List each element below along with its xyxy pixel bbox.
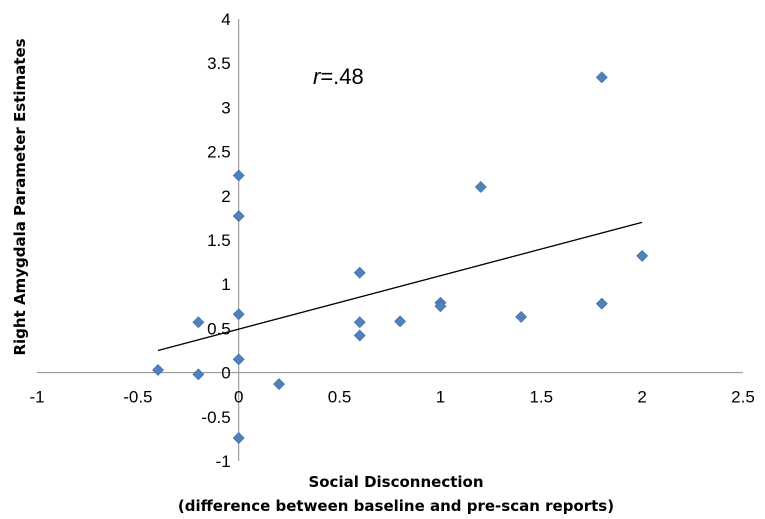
x-tick-label: -0.5 <box>123 388 152 407</box>
y-tick-label: -1 <box>216 452 231 471</box>
data-point <box>192 316 205 329</box>
data-point <box>232 308 245 321</box>
y-tick-label: 3.5 <box>207 54 231 73</box>
data-point <box>232 210 245 223</box>
data-point <box>515 310 528 323</box>
y-axis-title: Right Amygdala Parameter Estimates <box>11 38 29 355</box>
data-point <box>353 316 366 329</box>
data-point <box>636 249 649 262</box>
axes <box>37 19 743 461</box>
data-point <box>273 378 285 391</box>
data-point <box>595 71 608 84</box>
data-point <box>152 364 164 376</box>
x-tick-label: 0 <box>234 388 243 407</box>
y-tick-label: 2 <box>221 187 230 206</box>
x-axis-title: Social Disconnection <box>308 473 483 491</box>
data-point <box>474 181 487 193</box>
data-points <box>152 71 649 444</box>
data-point <box>232 432 245 444</box>
y-tick-label: 1.5 <box>207 231 231 250</box>
tick-labels: -1-0.500.511.522.533.54-1 -0.5 0 0.5 1 1.5 2 2.… <box>29 10 754 471</box>
y-tick-label: 0.5 <box>207 319 231 338</box>
y-tick-label: 4 <box>221 10 230 29</box>
y-tick-label: 1 <box>221 275 230 294</box>
data-point <box>595 297 608 310</box>
data-point <box>232 169 245 182</box>
y-tick-label: -0.5 <box>201 408 230 427</box>
trendline <box>157 221 643 352</box>
x-axis-subtitle: (difference between baseline and pre-sca… <box>178 497 614 515</box>
trendline-group <box>157 221 643 352</box>
x-tick-label: 1 <box>436 388 445 407</box>
r-value: =.48 <box>320 64 363 89</box>
data-point <box>232 353 245 366</box>
data-point <box>434 300 447 313</box>
x-tick-label: 1.5 <box>529 388 553 407</box>
r-symbol: r <box>313 64 322 89</box>
y-tick-label: 2.5 <box>207 143 231 162</box>
x-tick-label: -1 <box>29 388 44 407</box>
correlation-annotation: r=.48 <box>313 64 364 89</box>
x-tick-label: 2.5 <box>731 388 755 407</box>
data-point <box>353 329 366 342</box>
y-tick-label: 3 <box>221 98 230 117</box>
data-point <box>353 266 366 279</box>
data-point <box>192 368 205 381</box>
x-tick-label: 2 <box>637 388 646 407</box>
x-tick-label: 0.5 <box>328 388 352 407</box>
y-tick-label: 0 <box>221 364 230 383</box>
data-point <box>394 315 407 328</box>
